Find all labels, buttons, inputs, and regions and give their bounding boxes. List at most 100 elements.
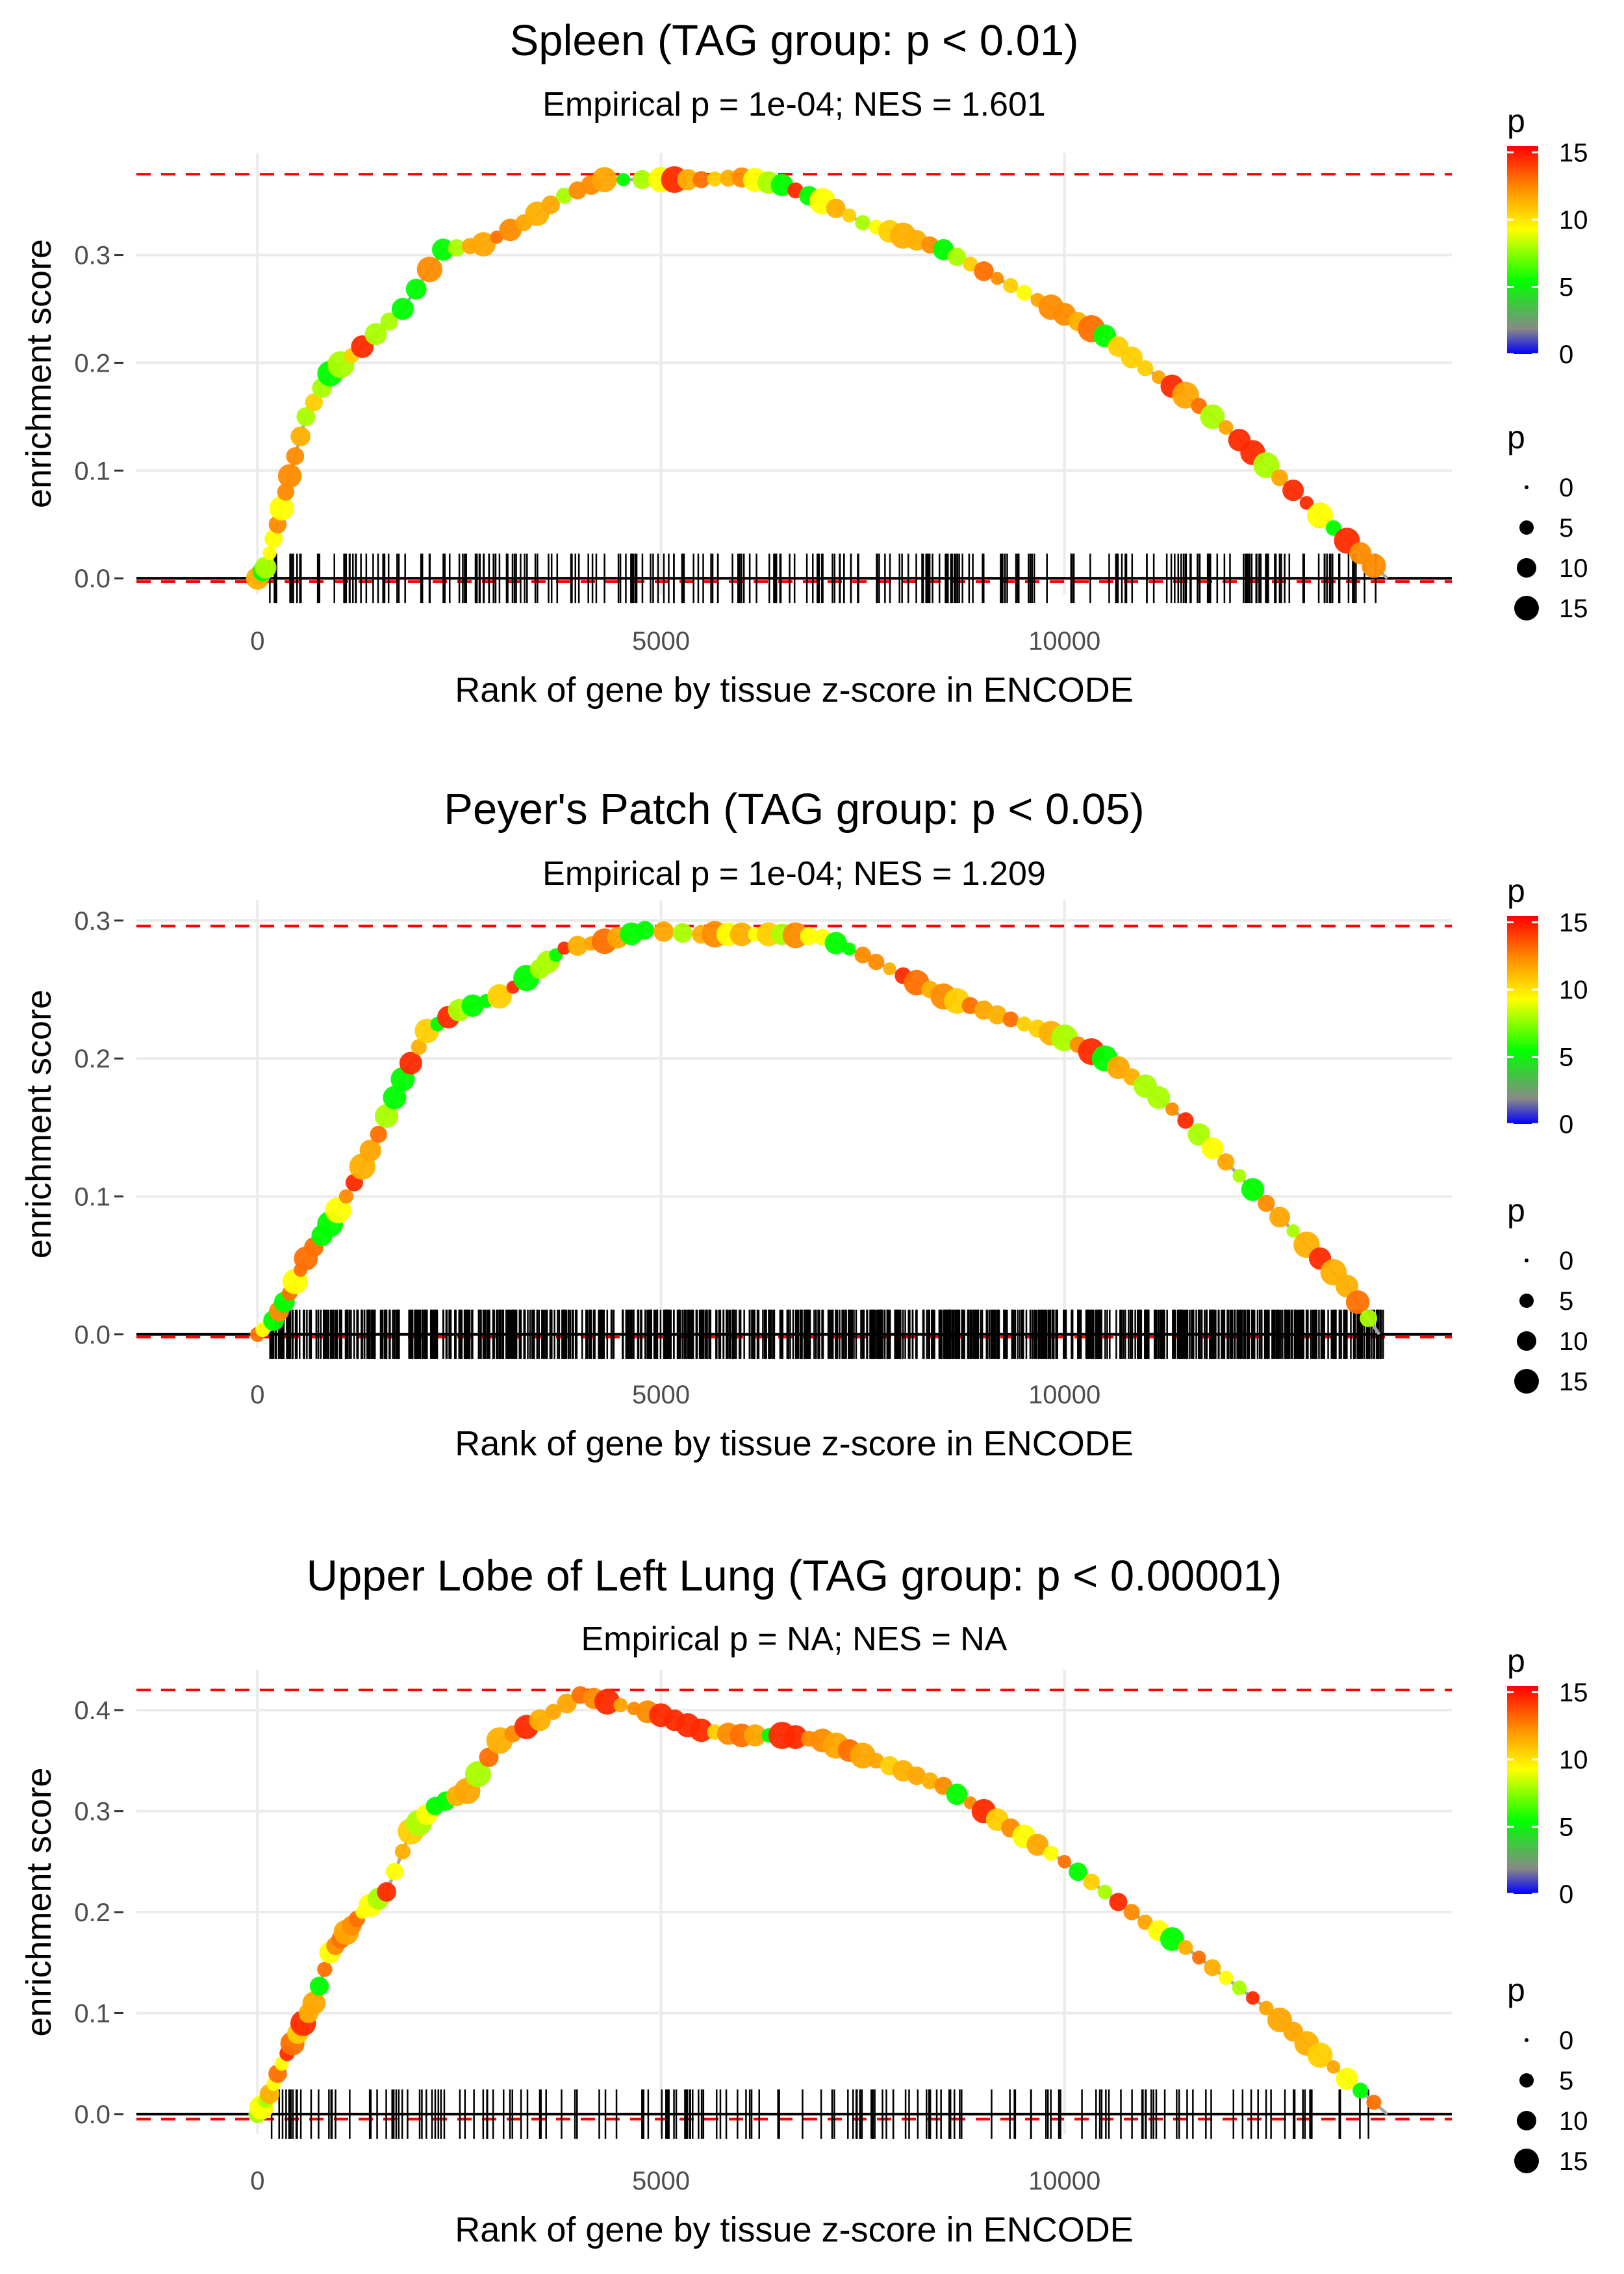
size-legend-key (1514, 1369, 1539, 1394)
enrichment-point (1016, 285, 1032, 301)
enrichment-point (824, 932, 847, 954)
size-legend-label: 0 (1559, 474, 1573, 502)
enrichment-point (1362, 553, 1386, 578)
enrichment-point (254, 556, 277, 579)
enrichment-point (399, 1051, 422, 1075)
size-legend-label: 10 (1559, 1327, 1588, 1356)
rug-marks (270, 2089, 1369, 2139)
enrichment-point (868, 1752, 884, 1769)
enrichment-point (545, 1704, 562, 1720)
size-legend-key (1514, 2149, 1539, 2173)
enrichment-point (1147, 1086, 1171, 1109)
enrichment-point (616, 173, 630, 186)
enrichment-point (1336, 2067, 1358, 2090)
color-legend-label: 5 (1559, 1813, 1573, 1842)
size-legend-label: 5 (1559, 2067, 1573, 2095)
enrichment-point (854, 947, 871, 964)
enrichment-point (448, 239, 466, 257)
enrichment-point (364, 323, 387, 346)
size-legend-label: 15 (1559, 594, 1588, 623)
x-tick-label: 0 (250, 627, 264, 656)
y-tick-label: 0.3 (74, 1798, 110, 1826)
enrichment-point (635, 921, 654, 940)
enrichment-point (1219, 1971, 1234, 1986)
enrichment-point (730, 922, 754, 947)
enrichment-point (1307, 2042, 1333, 2068)
y-tick-label: 0.2 (74, 1898, 110, 1927)
color-legend-label: 5 (1559, 274, 1573, 302)
enrichment-point (1360, 1309, 1378, 1327)
size-legend-key (1525, 2038, 1529, 2042)
enrichment-point (309, 1976, 329, 1996)
enrichment-point (487, 984, 512, 1009)
color-legend-label: 15 (1559, 909, 1588, 938)
size-legend-label: 5 (1559, 514, 1573, 543)
enrichment-point (592, 167, 617, 192)
enrichment-point (1083, 1873, 1100, 1891)
enrichment-point (277, 483, 295, 501)
enrichment-point (269, 496, 294, 521)
color-bar (1507, 916, 1538, 1124)
y-tick-label: 0.1 (74, 1999, 110, 2028)
y-tick-label: 0.0 (74, 1321, 110, 1349)
y-axis-title: enrichment score (19, 239, 58, 508)
x-tick-label: 5000 (632, 1381, 690, 1409)
size-legend-key (1517, 2111, 1536, 2130)
enrichment-point (987, 1005, 1007, 1025)
panel-2: Peyer's Patch (TAG group: p < 0.05) Empir… (19, 785, 1588, 1463)
enrichment-point (1253, 452, 1280, 478)
enrichment-point (907, 1766, 926, 1785)
size-legend-label: 10 (1559, 554, 1588, 583)
enrichment-point (1232, 1169, 1247, 1183)
chart-subtitle: Empirical p = 1e-04; NES = 1.601 (542, 86, 1046, 123)
color-legend-label: 10 (1559, 206, 1588, 235)
enrichment-point (262, 546, 277, 561)
enrichment-point (1123, 1904, 1140, 1921)
x-axis-title: Rank of gene by tissue z-score in ENCODE (455, 2210, 1133, 2249)
size-legend-key (1525, 485, 1529, 489)
color-legend-label: 0 (1559, 1110, 1573, 1139)
color-legend-label: 5 (1559, 1043, 1573, 1072)
rug-marks (269, 554, 1377, 604)
x-tick-label: 10000 (1028, 2167, 1100, 2195)
enrichment-point (1286, 1224, 1300, 1238)
size-legend-key (1517, 1331, 1536, 1351)
enrichment-point (374, 1104, 399, 1128)
size-legend-label: 10 (1559, 2107, 1588, 2136)
enrichment-point (1069, 1862, 1087, 1882)
enrichment-point (541, 195, 560, 214)
enrichment-point (432, 238, 455, 261)
enrichment-point (677, 169, 699, 190)
x-tick-label: 0 (250, 2167, 264, 2195)
enrichment-curve (256, 175, 1389, 580)
enrichment-point (843, 942, 856, 956)
x-tick-label: 10000 (1028, 1381, 1100, 1409)
enrichment-point (305, 393, 324, 411)
enrichment-point (325, 1197, 351, 1223)
x-tick-label: 0 (250, 1381, 264, 1409)
enrichment-points (249, 921, 1378, 1342)
enrichment-point (1002, 1011, 1019, 1028)
x-axis-title: Rank of gene by tissue z-score in ENCODE (455, 671, 1133, 709)
size-legend-key (1517, 558, 1536, 578)
size-legend-label: 5 (1559, 1287, 1573, 1316)
enrichment-point (1218, 420, 1234, 435)
y-tick-label: 0.0 (74, 565, 110, 593)
enrichment-point (391, 298, 414, 320)
enrichment-point (868, 953, 885, 971)
rug-marks (269, 1309, 1384, 1359)
enrichment-point (557, 1693, 577, 1713)
enrichment-point (1307, 502, 1334, 529)
enrichment-point (744, 1724, 767, 1747)
enrichment-point (370, 1125, 387, 1143)
size-legend-title: p (1507, 419, 1525, 455)
enrichment-point (1269, 1207, 1290, 1228)
size-legend-title: p (1507, 1972, 1525, 2008)
enrichment-point (1165, 1102, 1179, 1116)
enrichment-point (883, 962, 896, 976)
y-axis-title: enrichment score (19, 990, 58, 1258)
chart-subtitle: Empirical p = 1e-04; NES = 1.209 (542, 855, 1046, 893)
y-axis-title: enrichment score (19, 1767, 58, 2036)
color-legend-label: 15 (1559, 139, 1588, 168)
enrichment-point (1137, 1914, 1153, 1930)
